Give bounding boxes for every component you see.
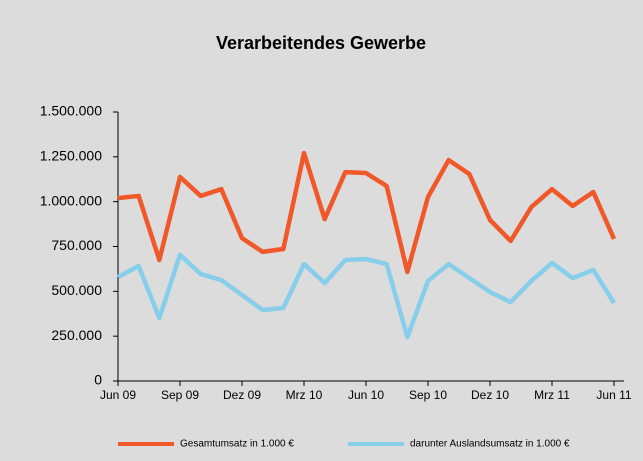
x-tick-label: Sep 10 bbox=[409, 388, 447, 402]
y-tick-label: 500.000 bbox=[51, 282, 102, 298]
x-tick-label: Jun 09 bbox=[100, 388, 136, 402]
chart-title: Verarbeitendes Gewerbe bbox=[216, 33, 426, 53]
x-tick-label: Dez 10 bbox=[471, 388, 509, 402]
y-tick-label: 250.000 bbox=[51, 327, 102, 343]
y-tick-label: 750.000 bbox=[51, 237, 102, 253]
y-tick-label: 1.500.000 bbox=[40, 103, 102, 119]
x-tick-label: Mrz 10 bbox=[286, 388, 323, 402]
y-tick-label: 1.000.000 bbox=[40, 192, 102, 208]
x-tick-label: Sep 09 bbox=[161, 388, 199, 402]
y-tick-label: 1.250.000 bbox=[40, 148, 102, 164]
y-tick-label: 0 bbox=[94, 372, 102, 388]
x-tick-label: Dez 09 bbox=[223, 388, 261, 402]
line-series bbox=[117, 150, 617, 275]
legend-label: Gesamtumsatz in 1.000 € bbox=[180, 439, 294, 450]
x-tick-label: Jun 11 bbox=[596, 388, 631, 402]
x-tick-label: Jun 10 bbox=[348, 388, 384, 402]
line-series bbox=[116, 252, 616, 340]
x-tick-label: Mrz 11 bbox=[534, 388, 570, 402]
legend-label: darunter Auslandsumsatz in 1.000 € bbox=[410, 439, 570, 450]
